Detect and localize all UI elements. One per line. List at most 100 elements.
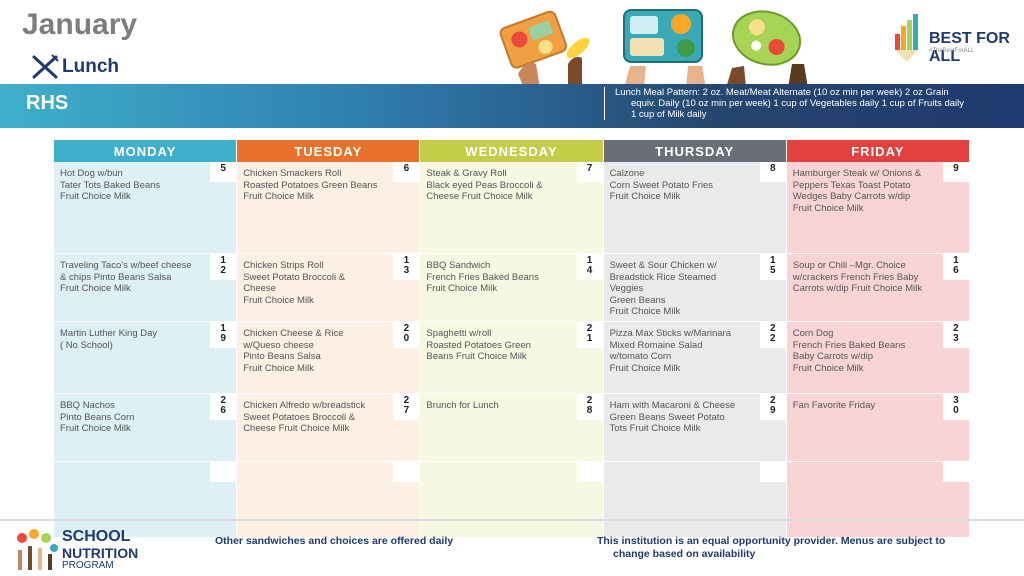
menu-line: Pinto Beans Salsa — [243, 351, 321, 362]
menu-items: Corn Dog French Fries Baked Beans Baby Car… — [793, 328, 941, 374]
equal-opportunity-line: This institution is an equal opportunity… — [597, 535, 946, 547]
menu-line: Pinto Beans Corn — [60, 411, 135, 423]
equal-opportunity-line: change based on availability — [613, 548, 756, 560]
menu-line: Traveling Taco's w/beef cheese — [60, 260, 192, 271]
day-cell-tuesday: Chicken Strips Roll Sweet Potato Broccoli… — [237, 254, 421, 322]
menu-line: Roasted Potatoes Green Beans — [243, 179, 378, 191]
menu-line: Beans Fruit Choice Milk — [426, 351, 527, 362]
date-digit: 2 — [769, 333, 776, 344]
week-row: Hot Dog w/bun Tater Tots Baked Beans Fruit… — [54, 162, 970, 254]
menu-line: French Fries Baked Beans — [426, 271, 539, 283]
day-header-friday: FRIDAY — [786, 140, 970, 162]
day-cell-tuesday: Chicken Alfredo w/breadstick Sweet Potato… — [237, 394, 421, 462]
day-header-thursday: THURSDAY — [603, 140, 787, 162]
date-digit: 2 — [769, 323, 776, 334]
menu-items: Chicken Strips Roll Sweet Potato Broccoli… — [243, 260, 391, 306]
day-cell-wednesday: Brunch for Lunch 2 8 — [420, 394, 604, 462]
menu-line: Sweet & Sour Chicken w/ — [609, 260, 717, 271]
menu-line: Peppers Texas Toast Potato — [792, 179, 911, 191]
menu-line: Pizza Max Sticks w/Marinara — [609, 328, 731, 339]
day-cell-friday: Fan Favorite Friday 3 0 — [786, 394, 970, 462]
day-cell-wednesday: Steak & Gravy Roll Black eyed Peas Brocco… — [420, 162, 604, 254]
menu-line: Green Beans — [609, 294, 666, 306]
snp-line3: PROGRAM — [62, 560, 114, 571]
day-cell-friday: Hamburger Steak w/ Onions & Peppers Texas… — [786, 162, 970, 254]
day-cell-monday: BBQ Nachos Pinto Beans Corn Fruit Choice M… — [54, 394, 238, 462]
menu-items: Martin Luther King Day( No School) — [60, 328, 208, 351]
day-cell-thursday: Ham with Macaroni & Cheese Green Beans Sw… — [603, 394, 787, 462]
menu-items: Hot Dog w/bun Tater Tots Baked Beans Fruit… — [60, 168, 208, 203]
date-digit: 8 — [586, 405, 593, 416]
menu-line: Steak & Gravy Roll — [426, 168, 507, 179]
meal-pattern-line: Lunch Meal Pattern: 2 oz. Meat/Meat Alte… — [615, 87, 949, 98]
menu-items: Chicken Smackers Roll Roasted Potatoes Gr… — [243, 168, 391, 203]
date-digit: 2 — [953, 323, 959, 334]
date-digit: 2 — [769, 395, 776, 406]
pencil-bars-icon — [895, 14, 918, 62]
day-cell-monday: Hot Dog w/bun Tater Tots Baked Beans Fruit… — [54, 162, 238, 254]
menu-line: Spaghetti w/roll — [426, 328, 492, 339]
date-number: 9 — [942, 162, 969, 182]
menu-line: Fruit Choice Milk — [243, 294, 314, 306]
menu-line: Chicken Cheese & Rice — [243, 328, 344, 339]
menu-items: Fan Favorite Friday — [793, 400, 941, 412]
date-digit: 0 — [953, 405, 959, 416]
footer-divider — [0, 519, 1024, 521]
menu-items: Steak & Gravy Roll Black eyed Peas Brocco… — [426, 168, 574, 203]
day-cell-wednesday — [420, 462, 604, 538]
menu-line: w/crackers French Fries Baby — [792, 271, 919, 283]
menu-items: Hamburger Steak w/ Onions & Peppers Texas… — [793, 168, 941, 214]
date-digit: 2 — [586, 395, 593, 406]
day-cell-thursday: Sweet & Sour Chicken w/Breadstick Rice S… — [603, 254, 787, 322]
meal-pattern-line: equiv. Daily (10 oz min per week) 1 cup … — [631, 98, 965, 109]
date-digit: 0 — [403, 333, 410, 344]
logo-tagline: #TheBestForALL — [929, 48, 975, 54]
day-header-wednesday: WEDNESDAY — [420, 140, 604, 162]
food-people-icon — [17, 529, 58, 570]
day-cell-friday: Corn Dog French Fries Baked Beans Baby Car… — [786, 322, 970, 394]
day-cell-wednesday: Spaghetti w/roll Roasted Potatoes Green Be… — [420, 322, 604, 394]
date-number — [759, 462, 786, 482]
menu-items: BBQ Sandwich French Fries Baked Beans Frui… — [426, 260, 574, 295]
best-for-all-logo: BEST FOR ALL #TheBestForALL — [893, 10, 1018, 66]
menu-line: Tots Fruit Choice Milk — [609, 423, 701, 434]
menu-line: Chicken Strips Roll — [243, 260, 324, 271]
menu-line: Sweet Potatoes Broccoli & — [243, 411, 356, 423]
menu-line: Chicken Alfredo w/breadstick — [243, 400, 366, 411]
menu-line: Roasted Potatoes Green — [426, 339, 531, 351]
menu-line: French Fries Baked Beans — [792, 339, 906, 351]
menu-line: Veggies — [609, 283, 644, 294]
meal-pattern-text: Lunch Meal Pattern: 2 oz. Meat/Meat Alte… — [604, 87, 1005, 120]
menu-line: Fruit Choice Milk — [792, 362, 864, 374]
menu-items: Calzone Corn Sweet Potato Fries Fruit Choi… — [610, 168, 758, 203]
snp-line1: SCHOOL — [62, 528, 131, 545]
menu-line: Fan Favorite Friday — [792, 400, 876, 411]
day-header-row: MONDAY TUESDAY WEDNESDAY THURSDAY FRIDAY — [54, 140, 970, 162]
date-digit: 3 — [953, 395, 959, 406]
menu-items: Chicken Alfredo w/breadstick Sweet Potato… — [243, 400, 391, 435]
day-cell-monday: Traveling Taco's w/beef cheese & chips Pi… — [54, 254, 238, 322]
menu-line: Calzone — [609, 168, 645, 179]
meal-label-text: Lunch — [62, 56, 119, 77]
day-cell-thursday: Calzone Corn Sweet Potato Fries Fruit Choi… — [603, 162, 787, 254]
date-digit: 1 — [220, 255, 226, 266]
menu-items: Sweet & Sour Chicken w/Breadstick Rice S… — [610, 260, 758, 318]
date-digit: 6 — [953, 265, 959, 276]
menu-line: Tater Tots Baked Beans — [60, 179, 161, 191]
month-title: January — [22, 8, 138, 41]
date-number — [393, 462, 420, 482]
calendar-grid: Hot Dog w/bun Tater Tots Baked Beans Fruit… — [54, 162, 970, 538]
date-digit: 2 — [220, 265, 226, 276]
day-cell-monday: Martin Luther King Day( No School) 1 9 — [54, 322, 238, 394]
day-header-monday: MONDAY — [54, 140, 238, 162]
sandwich-note: Other sandwiches and choices are offered… — [215, 535, 454, 547]
menu-line: Fruit Choice Milk — [60, 283, 131, 294]
menu-items: Traveling Taco's w/beef cheese & chips Pi… — [60, 260, 208, 295]
menu-calendar: MONDAY TUESDAY WEDNESDAY THURSDAY FRIDAY Hot… — [54, 140, 970, 538]
